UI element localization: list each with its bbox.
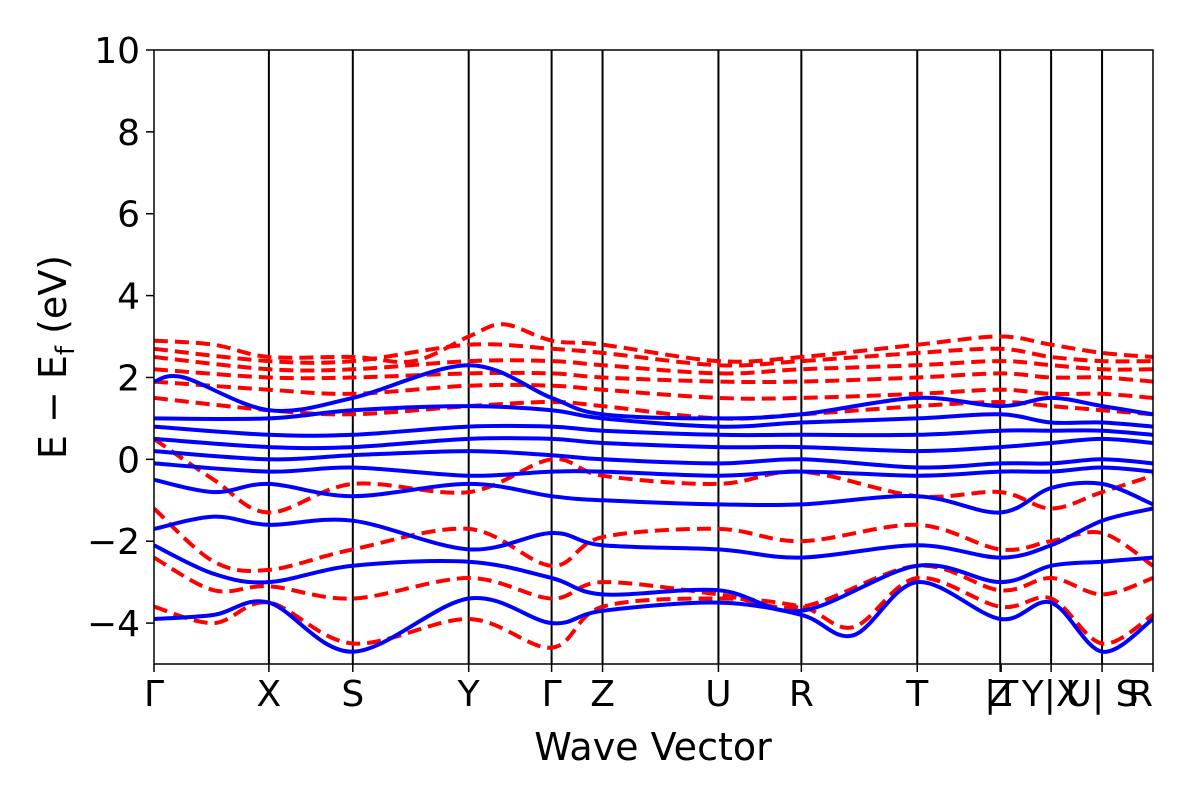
- x-axis-ticks: Γ X S Y Γ Z U R T Z|T Y|XU| SR: [144, 664, 1154, 715]
- plot-frame: [153, 49, 1154, 665]
- x-tick-label: U| S: [1066, 674, 1139, 715]
- x-tick-label: Γ: [542, 674, 562, 715]
- band-line-solid: [154, 477, 1153, 515]
- kpoint-separator-lines: [267, 50, 1104, 664]
- bands: [154, 322, 1153, 654]
- x-tick-label: R: [1128, 674, 1153, 715]
- band-line-solid: [154, 543, 1153, 614]
- band-line-solid: [154, 461, 1153, 478]
- x-tick-label: |T: [984, 674, 1019, 715]
- x-tick-label: X: [257, 674, 282, 715]
- band-line-dashed: [154, 575, 1153, 650]
- spin-up-bands: [154, 363, 1153, 654]
- y-axis-label-main: E − E: [31, 355, 75, 459]
- band-line-solid: [154, 506, 1153, 560]
- y-tick-label: 2: [117, 358, 140, 399]
- band-line-solid: [154, 580, 1153, 654]
- y-tick-label: 6: [117, 195, 140, 236]
- y-tick-label: 10: [94, 31, 140, 72]
- x-tick-label: T: [905, 674, 929, 715]
- y-tick-label: −4: [87, 604, 140, 645]
- y-axis-label-subscript: f: [51, 345, 81, 355]
- x-axis-label: Wave Vector: [534, 725, 772, 769]
- y-tick-label: 0: [117, 440, 140, 481]
- band-line-solid: [154, 423, 1153, 438]
- y-tick-label: −2: [87, 522, 140, 563]
- band-line-dashed: [154, 355, 1153, 376]
- band-line-dashed: [154, 506, 1153, 573]
- y-tick-label: 8: [117, 113, 140, 154]
- x-tick-label: Y|X: [1021, 674, 1081, 715]
- x-tick-label: Γ: [144, 674, 164, 715]
- band-line-solid: [154, 404, 1153, 429]
- band-line-dashed: [154, 322, 1153, 364]
- y-axis-label: E − Ef (eV): [31, 255, 81, 459]
- x-tick-label: Z: [590, 674, 615, 715]
- band-line-dashed: [154, 342, 1153, 368]
- x-tick-label: R: [789, 674, 814, 715]
- band-line-solid: [154, 363, 1153, 421]
- band-line-dashed: [154, 555, 1153, 610]
- band-line-solid: [154, 449, 1153, 470]
- y-axis-label-unit: (eV): [31, 255, 75, 346]
- band-line-dashed: [154, 367, 1153, 385]
- y-tick-label: 4: [117, 277, 140, 318]
- band-line-solid: [154, 436, 1153, 454]
- y-axis-ticks: 10 8 6 4 2 0 −2 −4: [87, 31, 154, 645]
- x-tick-label: S: [341, 674, 364, 715]
- band-line-dashed: [154, 379, 1153, 401]
- spin-down-bands: [154, 322, 1153, 650]
- x-tick-label: Y: [457, 674, 481, 715]
- band-line-dashed: [154, 437, 1153, 515]
- x-tick-label: Z: [988, 674, 1013, 715]
- x-tick-label: U: [705, 674, 731, 715]
